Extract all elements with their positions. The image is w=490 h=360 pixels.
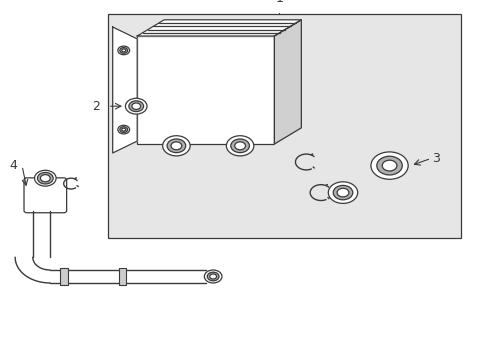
Circle shape bbox=[122, 128, 125, 131]
Circle shape bbox=[40, 175, 50, 182]
Circle shape bbox=[235, 142, 245, 150]
Circle shape bbox=[163, 136, 190, 156]
Circle shape bbox=[377, 156, 402, 175]
Circle shape bbox=[371, 152, 408, 179]
Text: 1: 1 bbox=[275, 0, 283, 5]
Circle shape bbox=[125, 98, 147, 114]
Circle shape bbox=[207, 272, 219, 281]
Circle shape bbox=[337, 188, 349, 197]
Circle shape bbox=[210, 274, 217, 279]
Circle shape bbox=[132, 103, 141, 109]
Circle shape bbox=[118, 46, 129, 55]
Circle shape bbox=[204, 270, 222, 283]
Circle shape bbox=[120, 48, 127, 53]
Polygon shape bbox=[113, 27, 137, 153]
Text: 4: 4 bbox=[9, 159, 17, 172]
Text: 3: 3 bbox=[432, 152, 440, 165]
Circle shape bbox=[382, 160, 397, 171]
Circle shape bbox=[120, 127, 127, 132]
Circle shape bbox=[333, 185, 353, 200]
Bar bbox=[108, 14, 461, 238]
Circle shape bbox=[34, 170, 56, 186]
Circle shape bbox=[37, 172, 53, 184]
Polygon shape bbox=[274, 20, 301, 144]
Bar bbox=[60, 268, 68, 285]
Circle shape bbox=[167, 139, 186, 153]
Circle shape bbox=[171, 142, 182, 150]
Circle shape bbox=[226, 136, 254, 156]
Circle shape bbox=[118, 125, 129, 134]
Text: 2: 2 bbox=[93, 100, 100, 113]
Circle shape bbox=[231, 139, 249, 153]
Bar bbox=[137, 36, 274, 144]
FancyBboxPatch shape bbox=[24, 178, 67, 213]
Bar bbox=[119, 268, 126, 285]
Circle shape bbox=[328, 182, 358, 203]
Polygon shape bbox=[137, 20, 301, 36]
Circle shape bbox=[122, 49, 125, 52]
Circle shape bbox=[129, 101, 144, 112]
